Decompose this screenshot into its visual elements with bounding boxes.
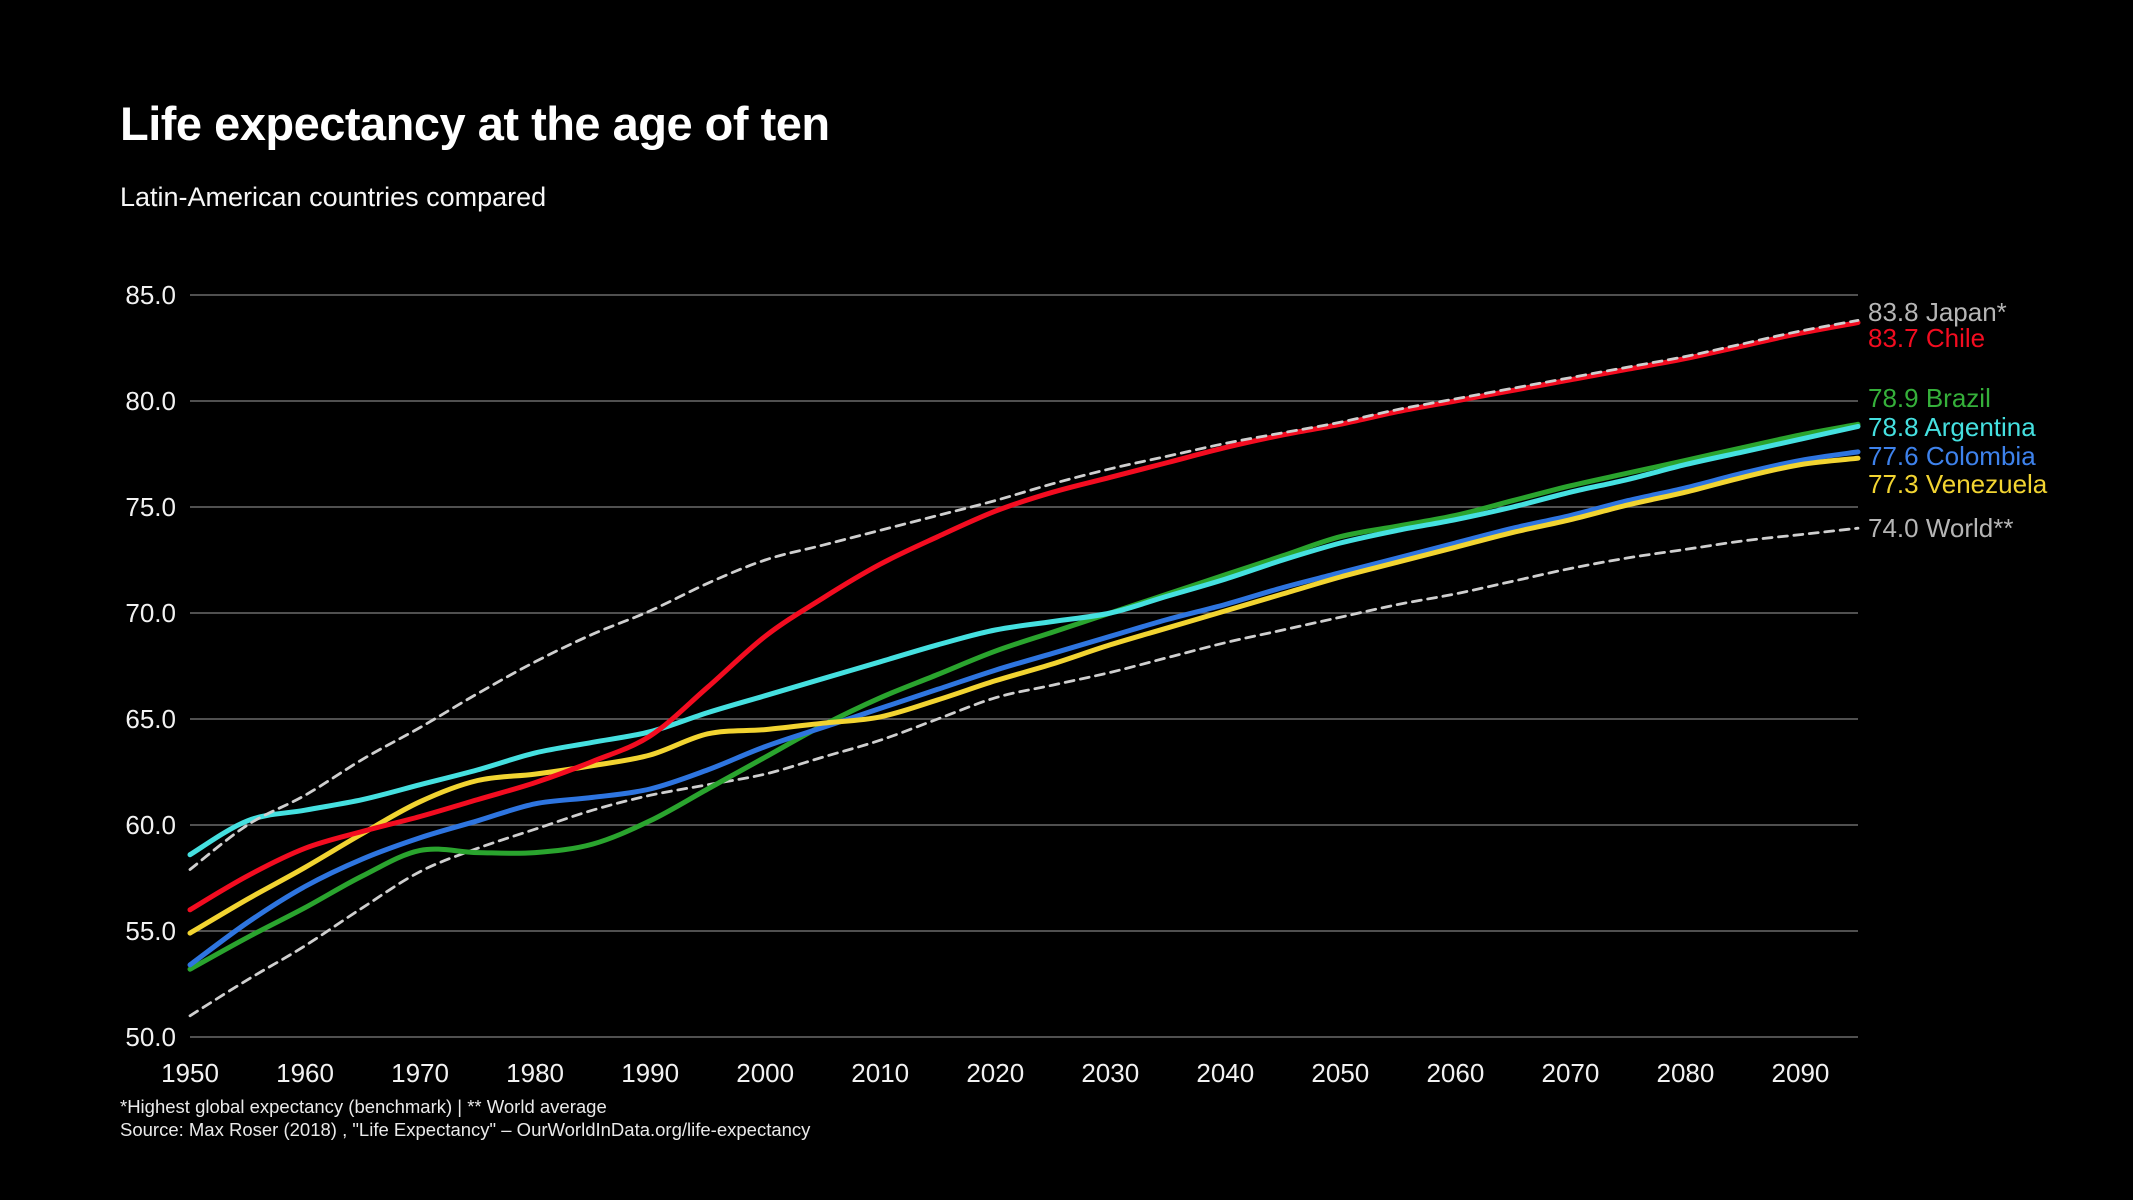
y-tick-label: 80.0 <box>125 386 176 416</box>
page-title: Life expectancy at the age of ten <box>120 97 830 150</box>
y-tick-label: 50.0 <box>125 1022 176 1052</box>
footnotes: *Highest global expectancy (benchmark) |… <box>120 1095 810 1141</box>
x-tick-label: 1960 <box>276 1058 334 1088</box>
axis-labels-group: 50.0 55.0 60.0 65.0 70.0 75.0 80.0 85.0 1950 1960… <box>125 280 1829 1088</box>
end-label-japan: 83.8 Japan* <box>1868 297 2007 327</box>
y-tick-label: 75.0 <box>125 492 176 522</box>
footnote-source: Source: Max Roser (2018) , "Life Expecta… <box>120 1119 811 1140</box>
y-tick-label: 85.0 <box>125 280 176 310</box>
y-tick-label: 65.0 <box>125 704 176 734</box>
page-subtitle: Latin-American countries compared <box>120 182 547 212</box>
y-tick-label: 70.0 <box>125 598 176 628</box>
end-label-venezuela: 77.3 Venezuela <box>1868 469 2048 499</box>
x-tick-label: 2040 <box>1196 1058 1254 1088</box>
series-line-chile <box>187 320 1861 913</box>
x-tick-label: 2000 <box>736 1058 794 1088</box>
x-tick-label: 2070 <box>1541 1058 1599 1088</box>
footnote-benchmark: *Highest global expectancy (benchmark) |… <box>120 1096 607 1117</box>
end-label-world: 74.0 World** <box>1868 513 2014 543</box>
end-label-colombia: 77.6 Colombia <box>1868 441 2036 471</box>
series-line-brazil <box>187 421 1861 972</box>
end-label-argentina: 78.8 Argentina <box>1868 412 2036 442</box>
y-tick-label: 60.0 <box>125 810 176 840</box>
x-tick-label: 2010 <box>851 1058 909 1088</box>
series-line-japan <box>188 319 1860 871</box>
y-tick-label: 55.0 <box>125 916 176 946</box>
x-tick-label: 1990 <box>621 1058 679 1088</box>
gridlines-group <box>190 294 1858 1038</box>
x-tick-label: 1950 <box>161 1058 219 1088</box>
x-tick-label: 2030 <box>1081 1058 1139 1088</box>
series-line-argentina <box>187 423 1861 858</box>
x-tick-label: 2020 <box>966 1058 1024 1088</box>
x-tick-label: 2050 <box>1311 1058 1369 1088</box>
series-line-venezuela <box>187 455 1861 936</box>
x-tick-label: 1980 <box>506 1058 564 1088</box>
x-tick-label: 2060 <box>1426 1058 1484 1088</box>
series-group <box>187 319 1861 1018</box>
series-line-colombia <box>187 449 1861 968</box>
series-line-world <box>188 526 1860 1018</box>
x-tick-label: 2080 <box>1657 1058 1715 1088</box>
end-label-chile: 83.7 Chile <box>1868 323 1985 353</box>
x-tick-label: 1970 <box>391 1058 449 1088</box>
end-label-brazil: 78.9 Brazil <box>1868 383 1991 413</box>
x-tick-label: 2090 <box>1772 1058 1830 1088</box>
